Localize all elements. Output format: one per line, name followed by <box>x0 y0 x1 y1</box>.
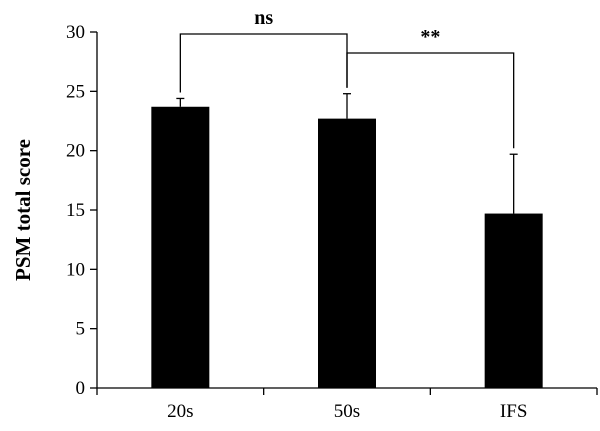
bar-50s <box>318 118 376 389</box>
significance-bracket <box>179 33 348 93</box>
error-bars <box>176 93 518 214</box>
y-tick-label: 20 <box>66 141 85 162</box>
x-tick-label: 20s <box>167 401 193 422</box>
significance-annotations: ns ** <box>179 7 515 149</box>
y-tick-label: 15 <box>66 200 85 221</box>
y-tick-label: 25 <box>66 81 85 102</box>
y-axis-title: PSM total score <box>11 139 35 281</box>
bars <box>151 106 543 389</box>
x-tick-label: IFS <box>500 401 527 422</box>
x-tick-label: 50s <box>334 401 360 422</box>
significance-label: ns <box>254 7 273 29</box>
y-tick-label: 5 <box>76 319 86 340</box>
significance-label: ** <box>420 26 440 48</box>
bar-20s <box>151 106 210 388</box>
y-axis: 0 5 10 15 20 25 30 <box>66 22 98 399</box>
y-tick-label: 0 <box>76 378 86 399</box>
y-tick-label: 10 <box>66 259 85 280</box>
x-axis: 20s 50s IFS <box>96 387 598 422</box>
significance-bracket <box>346 52 515 149</box>
bar-IFS <box>484 213 543 388</box>
y-tick-label: 30 <box>66 22 85 43</box>
